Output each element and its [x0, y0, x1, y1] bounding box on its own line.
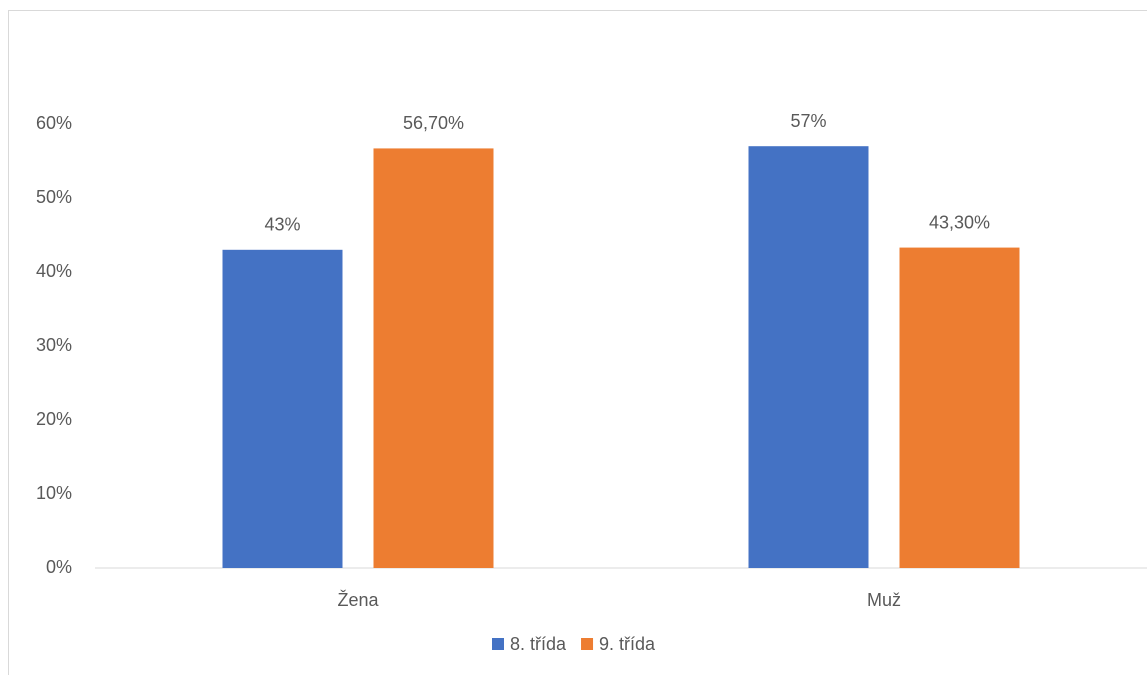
y-tick-label: 40%	[36, 261, 72, 281]
y-tick-label: 50%	[36, 187, 72, 207]
legend-label: 9. třída	[599, 634, 656, 654]
data-label: 57%	[790, 111, 826, 131]
bar	[222, 249, 343, 569]
legend-swatch	[581, 638, 594, 650]
legend-swatch	[492, 638, 504, 650]
y-tick-label: 10%	[36, 483, 72, 503]
legend-label: 8. třída	[510, 634, 567, 654]
y-tick-label: 0%	[46, 557, 72, 577]
data-label: 43%	[264, 215, 300, 235]
bar	[748, 146, 869, 568]
bar	[899, 247, 1020, 568]
x-tick-label: Žena	[337, 590, 379, 610]
x-tick-label: Muž	[867, 590, 901, 610]
bar	[373, 148, 494, 569]
y-tick-label: 20%	[36, 409, 72, 429]
data-label: 56,70%	[403, 113, 464, 133]
y-tick-label: 60%	[36, 113, 72, 133]
data-label: 43,30%	[929, 212, 990, 232]
y-tick-label: 30%	[36, 335, 72, 355]
